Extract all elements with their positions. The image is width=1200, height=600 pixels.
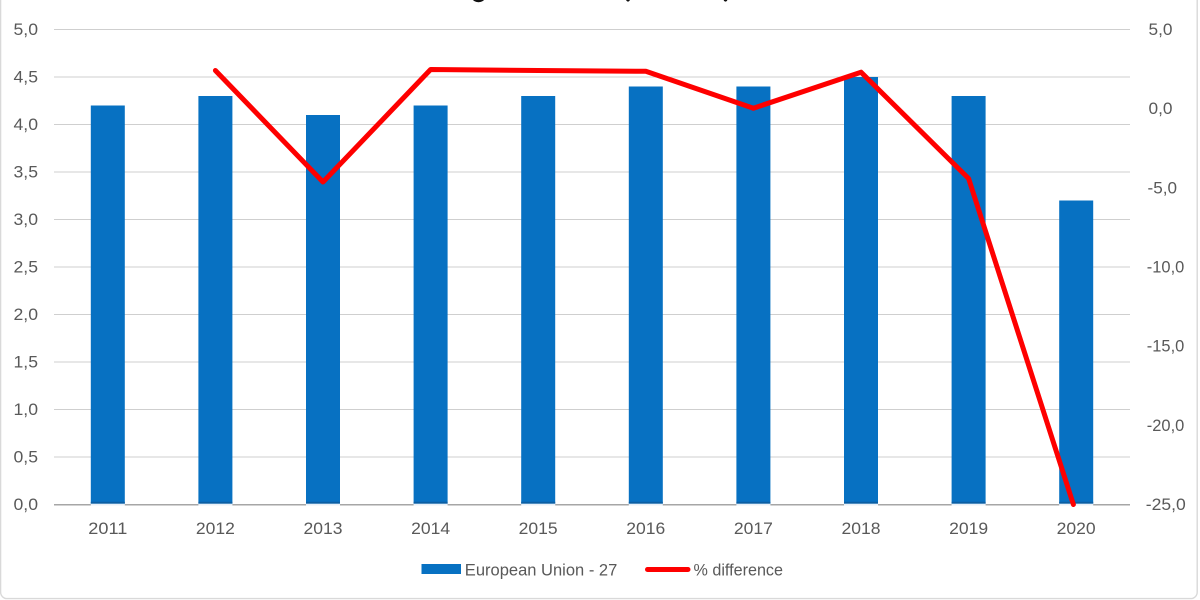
svg-text:2014: 2014 <box>411 519 450 538</box>
svg-text:2,0: 2,0 <box>14 306 39 324</box>
svg-text:2018: 2018 <box>842 519 881 538</box>
svg-text:European Union - 27: European Union - 27 <box>465 561 618 579</box>
svg-text:4,0: 4,0 <box>14 116 39 134</box>
svg-text:2019: 2019 <box>949 519 988 538</box>
svg-text:2,5: 2,5 <box>14 259 39 277</box>
svg-text:2013: 2013 <box>304 519 343 538</box>
svg-text:2020: 2020 <box>1057 519 1096 538</box>
svg-text:1,5: 1,5 <box>14 354 39 372</box>
svg-text:0,5: 0,5 <box>14 449 39 467</box>
svg-text:5,0: 5,0 <box>14 21 39 39</box>
svg-text:2016: 2016 <box>626 519 665 538</box>
svg-text:-10,0: -10,0 <box>1147 259 1185 277</box>
svg-text:5,0: 5,0 <box>1149 21 1173 39</box>
svg-text:2017: 2017 <box>734 519 773 538</box>
svg-text:% difference: % difference <box>694 562 784 580</box>
svg-text:4,5: 4,5 <box>14 69 39 87</box>
svg-text:-5,0: -5,0 <box>1148 179 1178 197</box>
svg-text:1,0: 1,0 <box>14 401 39 419</box>
svg-text:-25,0: -25,0 <box>1146 496 1186 514</box>
svg-text:3,5: 3,5 <box>14 164 39 182</box>
svg-text:2012: 2012 <box>196 519 235 538</box>
svg-text:3,0: 3,0 <box>14 211 39 229</box>
svg-text:-20,0: -20,0 <box>1147 417 1185 435</box>
svg-text:-15,0: -15,0 <box>1147 338 1185 356</box>
svg-text:0,0: 0,0 <box>14 496 39 514</box>
svg-text:0,0: 0,0 <box>1149 100 1173 118</box>
svg-text:2015: 2015 <box>519 519 558 538</box>
svg-text:2011: 2011 <box>88 519 127 538</box>
